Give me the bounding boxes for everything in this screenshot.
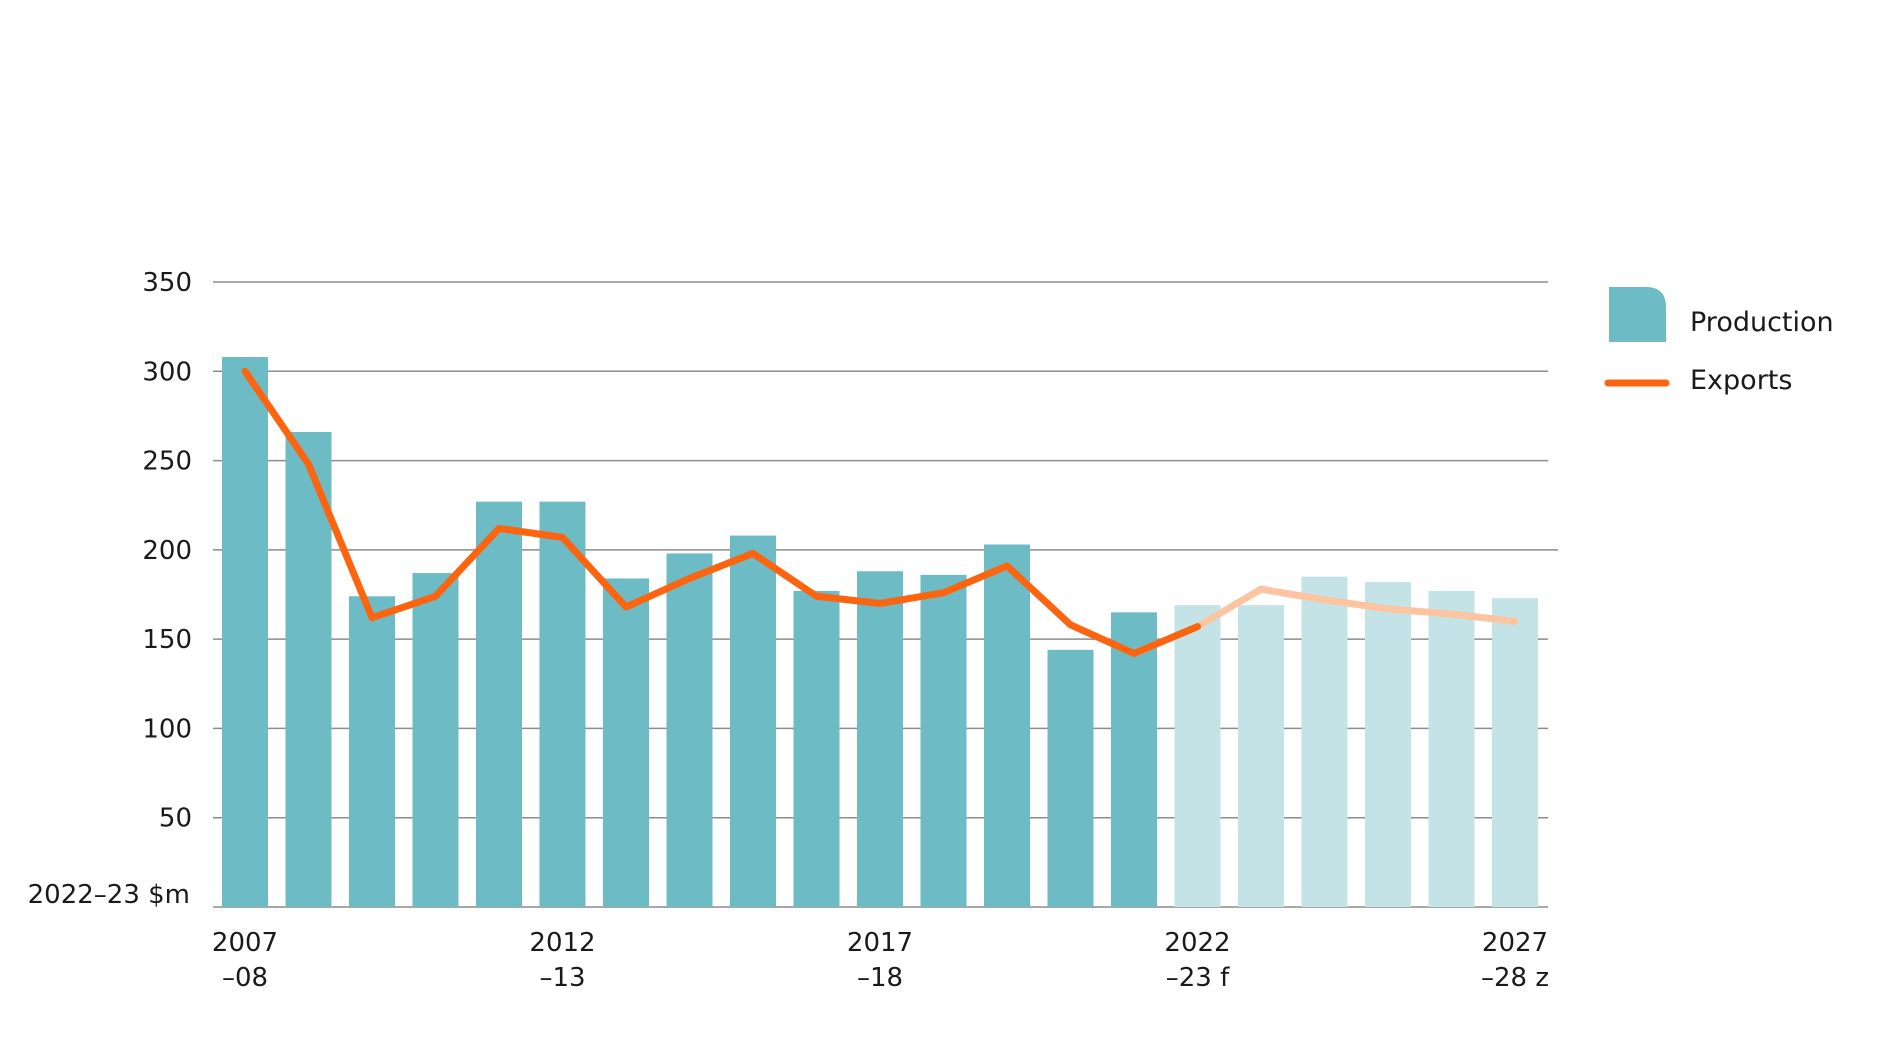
x-tick-sublabel-2017: –18 [857, 963, 903, 993]
production-bar-5 [539, 501, 586, 907]
axes: 2022–23 $m 350 300 250 200 150 100 50 2007 –08 20… [28, 268, 1549, 993]
production-bar-8 [730, 535, 776, 907]
production-bar-13 [1047, 649, 1094, 907]
x-tick-label-2017: 2017 [847, 928, 913, 958]
y-tick-label-350: 350 [142, 268, 192, 298]
legend-production-swatch [1609, 287, 1666, 342]
production-bar-14 [1111, 612, 1157, 907]
production-bar-10 [857, 571, 903, 907]
production-bar-2 [349, 596, 395, 907]
y-tick-label-300: 300 [142, 357, 192, 387]
legend-exports-label: Exports [1690, 365, 1792, 396]
exports-line-segment-to-forecast [1130, 623, 1201, 657]
x-tick-label-2007: 2007 [212, 928, 278, 958]
production-bar-12 [984, 544, 1030, 907]
exports-line [241, 367, 1519, 657]
x-tick-sublabel-2012: –13 [539, 963, 585, 993]
production-bar-16 [1238, 605, 1284, 907]
x-tick-sublabel-2027: –28 z [1481, 963, 1549, 993]
production-bar-18 [1365, 582, 1411, 907]
production-bar-15 [1174, 605, 1221, 907]
production-bar-20 [1492, 598, 1538, 907]
x-tick-sublabel-2022: –23 f [1166, 963, 1230, 993]
y-tick-label-250: 250 [142, 447, 192, 477]
production-bar-4 [476, 501, 522, 907]
production-bars [222, 357, 1538, 907]
production-bar-3 [412, 573, 459, 907]
production-bar-6 [603, 578, 649, 907]
legend-production-label: Production [1690, 307, 1834, 338]
production-bar-17 [1301, 576, 1348, 907]
x-tick-sublabel-2007: –08 [222, 963, 268, 993]
y-tick-label-50: 50 [159, 804, 192, 834]
y-tick-label-200: 200 [142, 536, 192, 566]
y-tick-label-100: 100 [142, 714, 192, 744]
production-bar-0 [222, 357, 268, 907]
x-tick-label-2012: 2012 [529, 928, 595, 958]
production-bar-19 [1428, 590, 1475, 907]
legend: Production Exports [1604, 287, 1834, 396]
y-tick-label-150: 150 [142, 625, 192, 655]
production-bar-11 [920, 574, 967, 907]
production-bar-1 [285, 432, 332, 907]
y-axis-unit-label: 2022–23 $m [28, 880, 190, 910]
x-tick-label-2027: 2027 [1482, 928, 1548, 958]
x-tick-label-2022: 2022 [1164, 928, 1230, 958]
production-bar-9 [793, 590, 840, 907]
production-bar-7 [666, 553, 713, 907]
